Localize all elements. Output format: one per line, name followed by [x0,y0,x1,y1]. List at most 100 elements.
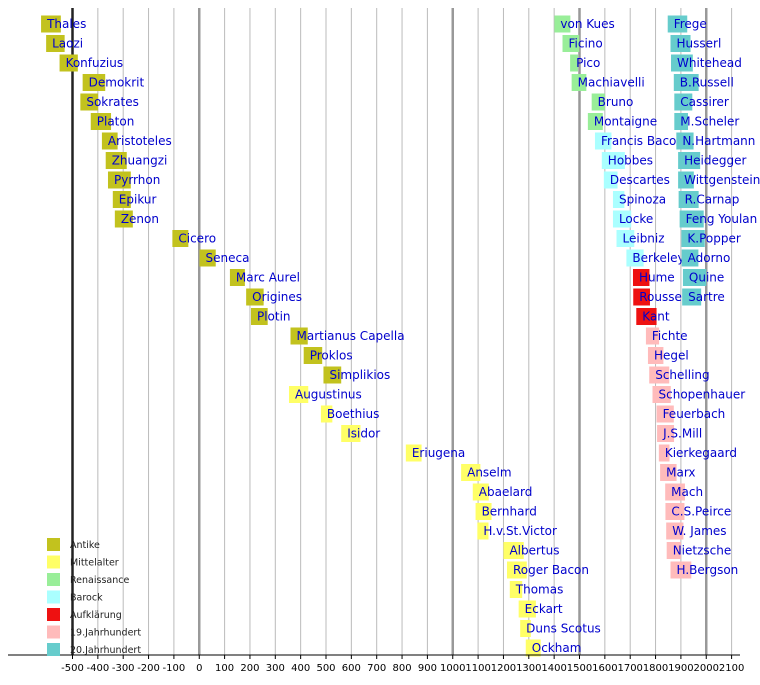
label-w-james: W. James [672,524,726,538]
label-marx: Marx [666,466,695,480]
legend-swatch-barock [47,590,60,604]
label-fichte: Fichte [652,329,688,343]
bar-leibniz [616,230,635,247]
label-cassirer: Cassirer [680,95,729,109]
label-pyrrhon: Pyrrhon [114,173,160,187]
label-konfuzius: Konfuzius [66,56,124,70]
legend-label-barock: Barock [70,593,103,604]
bar-spinoza [612,191,625,208]
bar-ficino [562,35,580,52]
label-sartre: Sartre [688,290,725,304]
label-descartes: Descartes [610,173,670,187]
label-boethius: Boethius [327,407,379,421]
label-mach: Mach [671,485,703,499]
bar-thomas [509,581,523,598]
x-tick-label--300: -300 [112,663,135,674]
label-zhuangzi: Zhuangzi [112,154,168,168]
label-seneca: Seneca [206,251,250,265]
label-abaelard: Abaelard [479,485,533,499]
label-adorno: Adorno [688,251,731,265]
label-origines: Origines [252,290,302,304]
bar-aristoteles [101,132,118,150]
bar-marc-aurel [229,269,245,286]
bar-bernhard [475,503,492,520]
label-hume: Hume [639,271,675,285]
bar-heidegger [678,152,701,169]
x-tick-label-1400: 1400 [541,663,566,674]
bar-machiavelli [571,74,587,91]
label-marc-aurel: Marc Aurel [236,271,300,285]
bar-proklos [303,347,323,364]
bar-k-popper [681,230,705,247]
label-ockham: Ockham [532,641,582,655]
label-wittgenstein: Wittgenstein [684,173,760,187]
bar-pyrrhon [107,171,131,189]
label-feuerbach: Feuerbach [663,407,726,421]
bar-sokrates [80,93,99,111]
bar-eckart [518,600,536,618]
legend-label-jh20: 20.Jahrhundert [70,645,141,656]
label-anselm: Anselm [467,466,511,480]
x-tick-label-400: 400 [291,663,310,674]
bar-anselm [461,464,481,481]
bar-hegel [647,347,664,364]
label-n-hartmann: N.Hartmann [682,134,755,148]
label-locke: Locke [619,212,653,226]
bar-berkeley [626,249,644,267]
bar-c-s-peirce [665,503,685,520]
bar-kant [636,308,657,325]
legend-label-mittelalter: Mittelalter [70,558,119,569]
label-nietzsche: Nietzsche [673,544,732,558]
label-martianus-capella: Martianus Capella [297,329,405,343]
bar-konfuzius [59,54,78,72]
bar-cicero [172,230,189,247]
bar-plotin [250,308,268,325]
x-tick-label--200: -200 [137,663,160,674]
bar-eriugena [405,444,422,462]
bar-montaigne [587,113,603,130]
x-tick-label--400: -400 [86,663,109,674]
label-k-popper: K.Popper [687,232,740,246]
x-tick-label-800: 800 [393,663,412,674]
label-sokrates: Sokrates [86,95,139,109]
bar-locke [612,210,632,228]
x-tick-label-2000: 2000 [694,663,719,674]
label-albertus: Albertus [509,544,559,558]
bar-demokrit [82,74,106,91]
bar-quine [682,269,707,286]
bar-origines [246,288,264,306]
x-tick-label-200: 200 [240,663,259,674]
x-tick-label-1100: 1100 [465,663,490,674]
label-h-bergson: H.Bergson [677,563,739,577]
bar-j-s-mill [657,425,675,442]
timeline-bars: Thales Laozi Konfuzius Demokrit Sokrates Plat… [41,15,760,657]
bar-sartre [682,288,702,306]
bar-seneca [199,249,216,267]
label-quine: Quine [689,271,724,285]
bar-h-v-st-victor [477,522,489,540]
label-hegel: Hegel [654,349,689,363]
x-tick-label-300: 300 [266,663,285,674]
bar-von-kues [554,15,571,33]
bar-husserl [670,35,691,52]
label-machiavelli: Machiavelli [578,76,645,90]
bar-isidor [341,425,361,442]
label-roger-bacon: Roger Bacon [513,563,589,577]
label-schopenhauer: Schopenhauer [659,388,746,402]
label-b-russell: B.Russell [680,76,734,90]
bar-pico [570,54,578,72]
bar-marx [660,464,677,481]
x-tick-label-900: 900 [418,663,437,674]
bar-mach [665,483,685,501]
x-axis: -500 -400 -300 -200 -100 0 100 200 300 400 500 600 7… [8,654,744,674]
label-hobbes: Hobbes [608,154,653,168]
bar-francis-bacon [594,132,612,150]
label-francis-bacon: Francis Bacon [601,134,684,148]
label-eriugena: Eriugena [412,446,465,460]
bar-wittgenstein [678,171,694,189]
legend-swatch-antike [47,538,60,551]
label-whitehead: Whitehead [677,56,742,70]
label-thomas: Thomas [515,583,564,597]
label-berkeley: Berkeley [632,251,684,265]
